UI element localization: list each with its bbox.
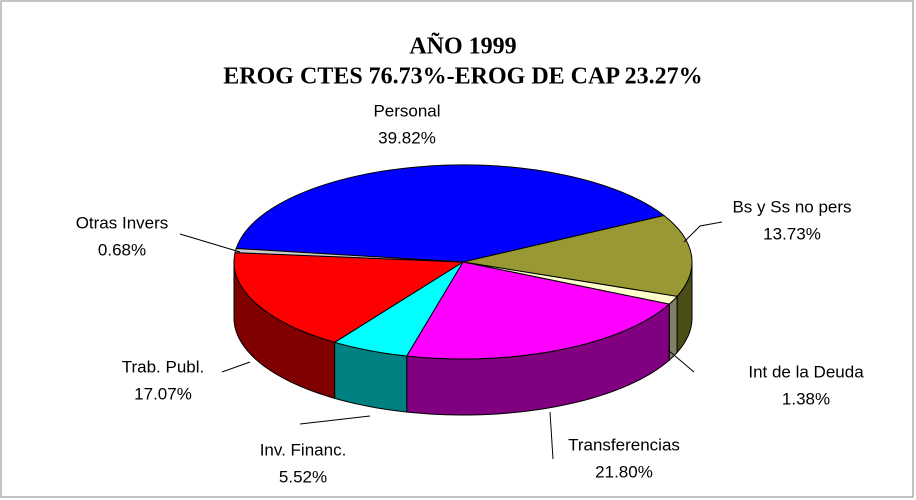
slice [235,164,666,263]
slice-value-label: 21.80% [595,462,653,481]
slice-label: Transferencias [568,435,680,454]
slice-label: Bs y Ss no pers [732,197,851,216]
slice-label: Trab. Publ. [122,357,205,376]
leader-line [549,411,554,460]
slice-value-label: 1.38% [782,389,830,408]
chart-title: AÑO 1999 [409,34,516,60]
slice-label: Int de la Deuda [748,362,864,381]
leader-line [683,221,723,243]
leader-line [667,349,695,373]
leader-line [179,233,241,253]
chart-subtitle: EROG CTES 76.73%-EROG DE CAP 23.27% [223,64,702,90]
slice-label: Otras Invers [76,213,169,232]
slice-value-label: 39.82% [378,128,436,147]
slice-value-label: 0.68% [98,240,146,259]
slice [462,214,693,297]
slice [405,261,671,360]
leader-line [221,361,251,373]
slice [233,252,465,343]
slice-label: Inv. Financ. [260,440,347,459]
slice-label: Personal [373,101,440,120]
slice-side [668,295,678,362]
slice-value-label: 17.07% [134,384,192,403]
slice-value-label: 5.52% [279,467,327,486]
slice-value-label: 13.73% [763,224,821,243]
leader-line [299,415,371,425]
